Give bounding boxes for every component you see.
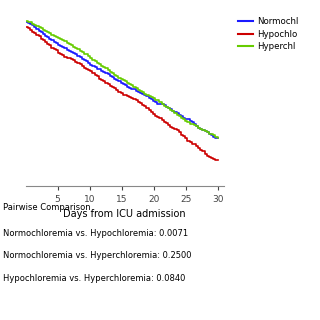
Text: Normochloremia vs. Hyperchloremia: 0.2500: Normochloremia vs. Hyperchloremia: 0.250…	[3, 251, 192, 260]
Text: Hypochloremia vs. Hyperchloremia: 0.0840: Hypochloremia vs. Hyperchloremia: 0.0840	[3, 274, 186, 283]
Legend: Normochl, Hypochlo, Hyperchl: Normochl, Hypochlo, Hyperchl	[234, 14, 302, 54]
Text: Normochloremia vs. Hypochloremia: 0.0071: Normochloremia vs. Hypochloremia: 0.0071	[3, 229, 188, 238]
Text: Pairwise Comparison: Pairwise Comparison	[3, 203, 91, 212]
X-axis label: Days from ICU admission: Days from ICU admission	[63, 209, 186, 219]
